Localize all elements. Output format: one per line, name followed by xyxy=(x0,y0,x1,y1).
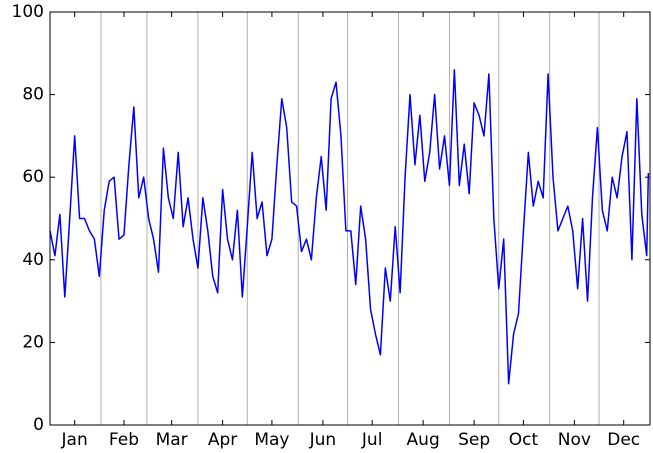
y-tick-label: 100 xyxy=(12,2,44,22)
y-tick-label: 0 xyxy=(33,415,44,435)
y-tick-label: 80 xyxy=(22,85,44,105)
y-tick-label: 20 xyxy=(22,332,44,352)
data-line xyxy=(49,69,650,385)
plot-frame xyxy=(49,11,651,426)
x-tick-label: Dec xyxy=(607,430,640,450)
x-tick-label: Jul xyxy=(361,430,383,450)
x-tick-label: Jan xyxy=(61,430,88,450)
y-tick-label: 40 xyxy=(22,250,44,270)
x-tick-label: Feb xyxy=(109,430,139,450)
x-tick-label: Nov xyxy=(558,430,591,450)
y-tick-label: 60 xyxy=(22,167,44,187)
x-tick-label: Sep xyxy=(458,430,490,450)
x-tick-label: Apr xyxy=(208,430,237,450)
x-tick-label: Jun xyxy=(309,430,337,450)
x-tick-label: Mar xyxy=(156,430,188,450)
x-tick-label: Aug xyxy=(407,430,440,450)
x-tick-label: Oct xyxy=(509,430,539,450)
x-tick-label: May xyxy=(254,430,289,450)
